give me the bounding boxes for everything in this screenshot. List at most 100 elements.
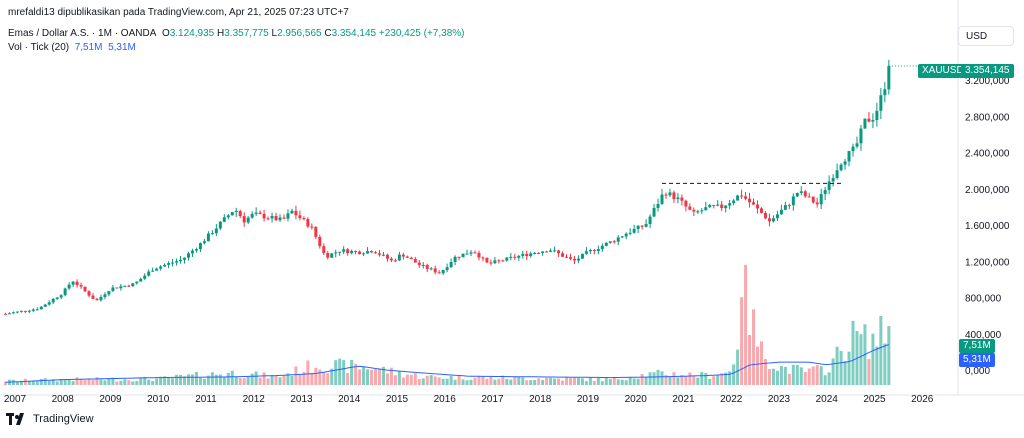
candle-body (819, 194, 823, 205)
volume-bar (505, 378, 509, 385)
volume-bar (807, 368, 811, 385)
candle-body (485, 257, 489, 263)
volume-bar (720, 373, 724, 385)
candle-body (374, 252, 378, 254)
price-tick-label: 1.200,000 (965, 257, 1010, 268)
time-tick-label: 2008 (52, 394, 75, 405)
volume-bar (55, 381, 59, 385)
volume-bar (525, 380, 529, 385)
candle-body (624, 233, 628, 237)
volume-bar (151, 381, 155, 385)
candle-body (608, 241, 612, 243)
volume-bar (190, 374, 194, 385)
volume-bar (763, 359, 767, 385)
volume-bar (740, 297, 744, 385)
volume-bar (79, 378, 83, 385)
candle-body (218, 221, 222, 229)
symbol-price-tag: XAUUSD (918, 64, 968, 78)
candle-body (27, 310, 31, 312)
candle-body (274, 215, 278, 221)
currency-button[interactable]: USD (958, 26, 1014, 46)
volume-bar (771, 368, 775, 385)
candle-body (393, 260, 397, 262)
candle-body (636, 225, 640, 229)
candle-body (732, 200, 736, 204)
time-tick-label: 2012 (243, 394, 266, 405)
volume-bar (294, 366, 298, 385)
symbol-line: Emas / Dollar A.S. · 1M · OANDA (8, 28, 157, 39)
volume-bar (262, 372, 266, 385)
time-tick-label: 2021 (672, 394, 695, 405)
volume-bar (135, 380, 139, 385)
candle-body (744, 196, 748, 199)
candle-body (131, 283, 135, 287)
volume-bar (119, 380, 123, 385)
volume-bar (517, 376, 521, 385)
candle-body (310, 226, 314, 228)
volume-bar (803, 371, 807, 385)
volume-bar (553, 378, 557, 385)
candle-body (437, 272, 441, 274)
candle-body (728, 203, 732, 206)
candle-body (501, 260, 505, 262)
volume-bar (179, 374, 183, 385)
volume-bar (27, 381, 31, 385)
candle-body (326, 253, 330, 258)
candle-body (652, 207, 656, 217)
volume-bar (648, 372, 652, 385)
volume-bar (314, 367, 318, 385)
volume-bar (334, 360, 338, 385)
candle-body (91, 295, 95, 299)
high-value: 3.357,775 (224, 28, 269, 39)
time-tick-label: 2015 (386, 394, 409, 405)
candle-body (202, 241, 206, 244)
candle-body (111, 287, 115, 292)
volume-bar (481, 376, 485, 385)
volume-bar (489, 376, 493, 385)
candle-body (580, 253, 584, 259)
candle-body (246, 217, 250, 223)
candle-body (31, 309, 35, 311)
candle-body (115, 287, 119, 289)
candle-body (95, 298, 99, 301)
tradingview-brand[interactable]: TradingView (6, 413, 94, 425)
volume-bar (202, 378, 206, 385)
volume-bar (716, 375, 720, 385)
candle-body (509, 256, 513, 258)
volume-bar (748, 334, 752, 385)
volume-bar (811, 366, 815, 385)
candle-body (413, 259, 417, 263)
volume-bar (354, 363, 358, 385)
volume-bar (843, 361, 847, 385)
volume-ma-value: 5,31M (108, 42, 136, 53)
volume-bar (159, 376, 163, 385)
volume-bar (783, 366, 787, 385)
volume-bar (640, 373, 644, 385)
volume-bar (744, 264, 748, 385)
volume-bar (3, 381, 7, 385)
candle-body (779, 209, 783, 215)
volume-bar (206, 375, 210, 385)
volume-ma-tag: 5,31M (959, 353, 995, 367)
candle-body (397, 254, 401, 261)
candle-body (847, 151, 851, 162)
volume-ma-line (5, 344, 889, 383)
time-tick-label: 2026 (911, 394, 934, 405)
candle-body (708, 204, 712, 208)
volume-bar (568, 378, 572, 385)
volume-bar (704, 372, 708, 385)
candle-body (775, 214, 779, 219)
candle-body (290, 210, 294, 214)
brand-name: TradingView (33, 413, 94, 425)
candle-body (763, 212, 767, 219)
price-tick-label: 800,000 (965, 294, 1002, 305)
candle-body (521, 253, 525, 256)
candle-body (855, 143, 859, 147)
candle-body (194, 249, 198, 251)
candle-body (342, 249, 346, 252)
volume-bar (63, 379, 67, 385)
open-value: 3.124,935 (169, 28, 215, 39)
volume-bar (839, 350, 843, 385)
volume-bar (214, 374, 218, 385)
